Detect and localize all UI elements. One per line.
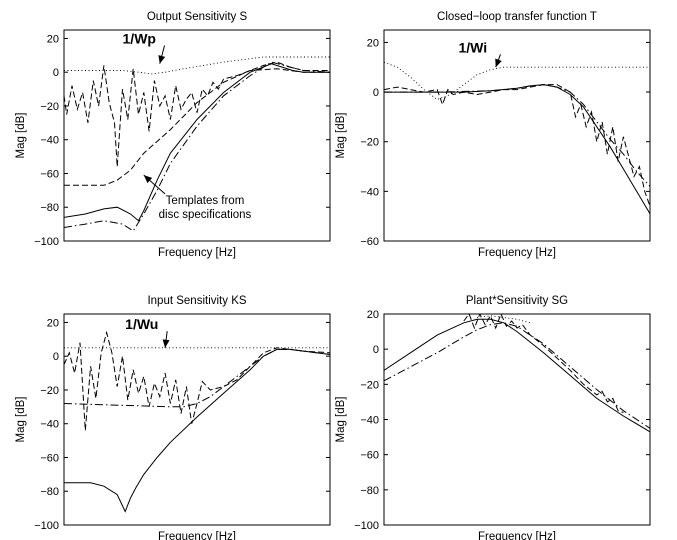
y-tick-label: −100: [354, 520, 379, 532]
y-axis-label: Mag [dB]: [15, 112, 27, 158]
axes-box: [383, 313, 651, 526]
series-solid-1: [64, 63, 330, 222]
y-tick-label: −40: [40, 135, 59, 147]
annotation-arrowhead: [495, 58, 502, 68]
y-tick-label: −100: [34, 520, 59, 532]
annotation-arrowhead: [158, 55, 166, 64]
subplot-1: 20 0 −20 −40 −60 −80 −100 Output Sensitivity S F…: [15, 11, 331, 259]
y-tick-label: −40: [360, 186, 379, 198]
series-dashed-2: [384, 84, 650, 207]
y-tick-label: −80: [40, 202, 59, 214]
y-tick-label: −40: [40, 419, 59, 431]
y-tick-label: −100: [34, 236, 59, 248]
y-axis-label: Mag [dB]: [15, 396, 27, 442]
series-dashdot-3: [64, 348, 330, 408]
y-tick-label: −60: [360, 450, 379, 462]
axes-box: [383, 29, 651, 242]
x-axis-label: Frequency [Hz]: [158, 247, 236, 259]
y-tick-label: −60: [40, 168, 59, 180]
subplot-3: 20 0 −20 −40 −60 −80 −100 Input Sensitivity KS F…: [15, 295, 331, 540]
series-dashdot-3: [384, 84, 650, 187]
y-tick-label: −40: [360, 415, 379, 427]
series-dotted-5: [64, 56, 330, 75]
y-tick-label: −20: [40, 101, 59, 113]
y-tick-label: 20: [47, 33, 59, 45]
annotation-label: Templates from disc specifications: [159, 195, 252, 221]
y-tick-label: −20: [40, 385, 59, 397]
series-dashed-2: [463, 314, 624, 413]
axes-box: [63, 313, 331, 526]
series-solid-1: [384, 318, 650, 433]
x-axis-label: Frequency [Hz]: [158, 531, 236, 540]
series-dashed-2: [64, 61, 330, 167]
y-tick-label: 20: [47, 317, 59, 329]
x-axis-label: Frequency [Hz]: [478, 531, 556, 540]
series-dashed-2: [64, 330, 330, 431]
y-tick-label: −20: [360, 379, 379, 391]
subplot-title: Output Sensitivity S: [147, 11, 248, 23]
y-tick-label: −80: [40, 486, 59, 498]
annotation-arrowhead: [162, 339, 170, 348]
series-solid-1: [384, 84, 650, 214]
subplot-4: 20 0 −20 −40 −60 −80 −100 Plant*Sensitivity SG F…: [335, 295, 651, 540]
y-axis-label: Mag [dB]: [335, 112, 347, 158]
y-tick-label: −80: [360, 485, 379, 497]
series-dotted-4: [384, 61, 650, 101]
subplot-title: Input Sensitivity KS: [147, 295, 246, 307]
annotation-arrowhead: [143, 175, 153, 184]
series-dashed-3: [64, 68, 330, 186]
annotation-label: 1/Wi: [458, 39, 487, 55]
series-dashdot-3: [384, 322, 650, 429]
y-tick-label: −60: [360, 236, 379, 248]
annotation-label: 1/Wu: [125, 316, 158, 332]
y-tick-label: 0: [373, 344, 379, 356]
subplot-2: 20 0 −20 −40 −60 Closed−loop transfer functio…: [335, 11, 651, 259]
axes-box: [63, 29, 331, 242]
y-tick-label: −60: [40, 452, 59, 464]
x-axis-label: Frequency [Hz]: [478, 247, 556, 259]
series-dashdot-4: [64, 61, 330, 232]
y-tick-label: 0: [53, 67, 59, 79]
annotation-label: 1/Wp: [123, 31, 156, 47]
series-solid-1: [64, 348, 330, 513]
y-tick-label: 20: [367, 309, 379, 321]
y-tick-label: −20: [360, 137, 379, 149]
y-tick-label: 0: [373, 87, 379, 99]
subplot-title: Closed−loop transfer function T: [437, 11, 597, 23]
subplot-title: Plant*Sensitivity SG: [466, 295, 568, 307]
y-axis-label: Mag [dB]: [335, 396, 347, 442]
y-tick-label: 0: [53, 351, 59, 363]
y-tick-label: 20: [367, 37, 379, 49]
